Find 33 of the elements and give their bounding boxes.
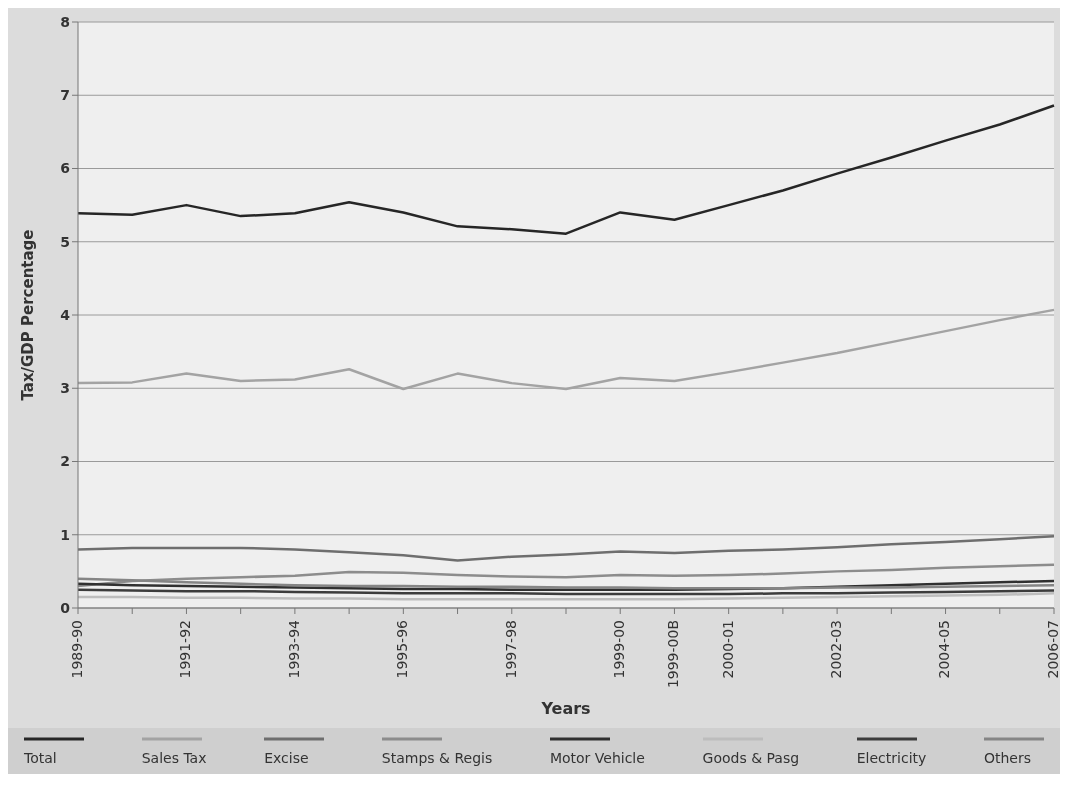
- legend-label: Others: [983, 750, 1032, 766]
- x-tick-label: 2004-05: [936, 620, 953, 679]
- x-tick-label: 1989-90: [68, 620, 85, 679]
- legend-label: Goods & Pasg: [702, 750, 800, 766]
- x-tick-label: 1997-98: [502, 620, 519, 679]
- x-tick-label: 1991-92: [177, 620, 194, 679]
- line-series: [76, 104, 1056, 235]
- legend-label: Motor Vehicle: [549, 750, 645, 766]
- y-tick-label: 0: [60, 599, 71, 616]
- y-tick-label: 1: [60, 526, 70, 543]
- x-tick-label: 1995-96: [394, 619, 411, 679]
- line-series: [76, 563, 1056, 588]
- x-tick-label: 2000-01: [719, 620, 736, 679]
- x-axis-title: Years: [540, 699, 591, 718]
- x-tick-label: 2006-07: [1044, 620, 1061, 679]
- legend-label: Stamps & Regis: [381, 750, 493, 766]
- legend-label: Excise: [264, 750, 309, 766]
- y-axis-title: Tax/GDP Percentage: [19, 229, 38, 401]
- x-tick-label: 2002-03: [828, 620, 845, 679]
- x-tick-label: 1993-94: [285, 619, 302, 679]
- y-tick-label: 6: [60, 160, 70, 177]
- y-tick-label: 5: [60, 233, 70, 250]
- line-series: [76, 308, 1056, 391]
- y-tick-label: 8: [60, 13, 70, 30]
- y-tick-label: 2: [60, 453, 70, 470]
- y-tick-label: 3: [60, 380, 70, 397]
- legend-label: Sales Tax: [141, 750, 207, 766]
- legend-label: Electricity: [856, 750, 927, 766]
- y-tick-label: 4: [60, 306, 71, 323]
- x-tick-label: 1999-00: [611, 620, 628, 679]
- x-tick-label: 1999-00B: [665, 620, 682, 689]
- y-tick-label: 7: [60, 87, 70, 104]
- legend-label: Total: [24, 750, 57, 766]
